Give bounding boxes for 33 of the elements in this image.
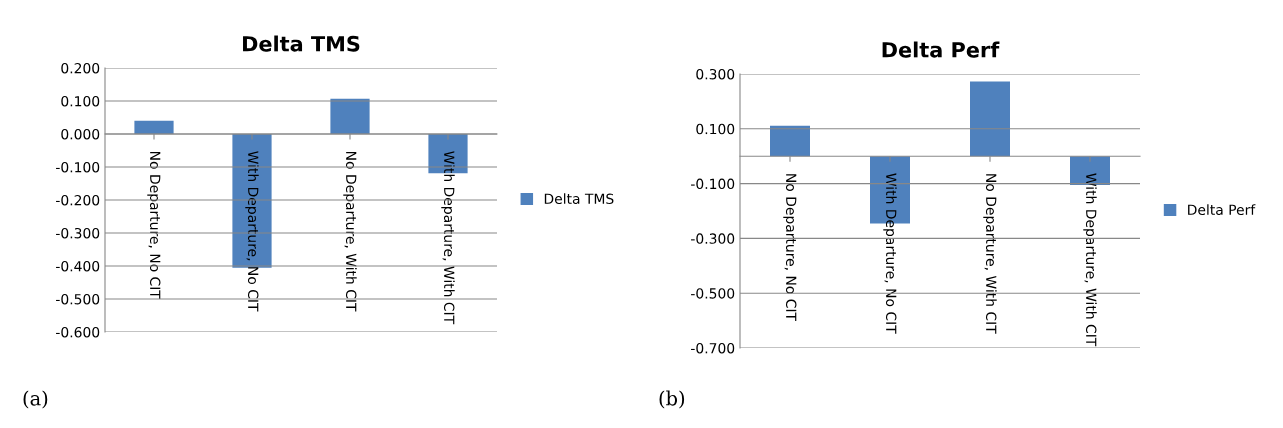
x-tick-label: No Departure, No CIT [147,152,161,299]
text: (a) [23,390,48,409]
bar [330,98,370,134]
bar [770,125,810,157]
y-tick-label: -0.200 [56,194,100,206]
chart-title: Delta Perf [882,41,1000,58]
y-tick-label: -0.100 [56,161,100,173]
y-tick-label: -0.600 [56,326,100,338]
x-tick-label: No Departure, No CIT [783,174,797,322]
legend-label: Delta TMS [544,193,614,205]
x-tick-label: With Departure, No CIT [883,173,897,334]
legend-label: Delta Perf [1188,204,1256,216]
bar [134,120,174,134]
bar [970,81,1010,157]
y-tick-label: 0.100 [696,123,735,135]
y-tick-label: -0.500 [56,293,100,305]
y-tick-label: -0.300 [56,227,100,239]
x-tick-label: No Departure, With CIT [983,174,997,334]
y-tick-label: -0.300 [691,233,735,244]
y-tick-label: 0.200 [61,62,100,74]
x-tick-label: No Departure, With CIT [343,152,357,312]
x-tick-label: With Departure, No CIT [245,151,259,312]
y-tick-label: -0.700 [691,342,735,354]
text: (b) [659,390,685,409]
y-tick-label: 0.000 [61,128,100,140]
y-tick-label: -0.100 [691,178,735,190]
x-tick-label: With Departure, With CIT [441,151,455,325]
x-tick-label: With Departure, With CIT [1083,173,1097,347]
y-tick-label: -0.500 [691,288,735,299]
y-tick-label: 0.300 [696,68,735,80]
chart-title: Delta TMS [243,35,360,52]
y-tick-label: 0.100 [61,95,100,107]
y-tick-label: -0.400 [56,260,100,272]
